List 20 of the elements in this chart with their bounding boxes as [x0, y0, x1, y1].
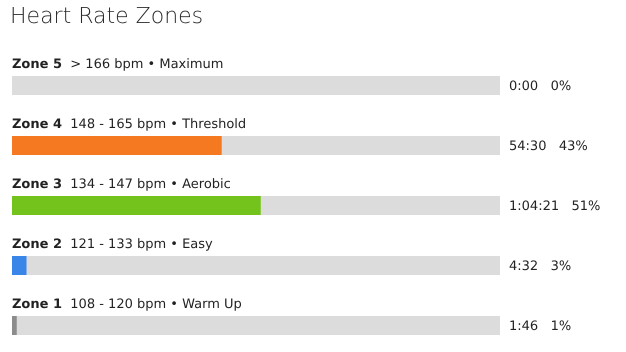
bar: [260, 196, 500, 215]
y-tick-label: Zone 2 121 - 133 bpm • Easy: [12, 237, 214, 252]
bar: [12, 316, 17, 335]
text: 54:30 43%: [509, 139, 588, 154]
bar: [12, 76, 500, 95]
text: 4:32 3%: [509, 259, 572, 274]
y-tick-label: Zone 3 134 - 147 bpm • Aerobic: [12, 177, 231, 192]
text: 0:00 0%: [509, 79, 572, 94]
text: 1:46 1%: [509, 319, 572, 334]
y-tick-label: Zone 4 148 - 165 bpm • Threshold: [12, 117, 246, 132]
y-tick-label: Zone 1 108 - 120 bpm • Warm Up: [12, 297, 242, 312]
bar: [12, 196, 261, 215]
text: 1:04:21 51%: [509, 199, 600, 214]
bar: [12, 256, 27, 275]
y-tick-label: Zone 5 > 166 bpm • Maximum: [12, 57, 224, 72]
bar: [16, 316, 500, 335]
chart-title: Heart Rate Zones: [10, 4, 204, 29]
bar: [222, 136, 500, 155]
bar: [12, 136, 222, 155]
bar: [26, 256, 500, 275]
